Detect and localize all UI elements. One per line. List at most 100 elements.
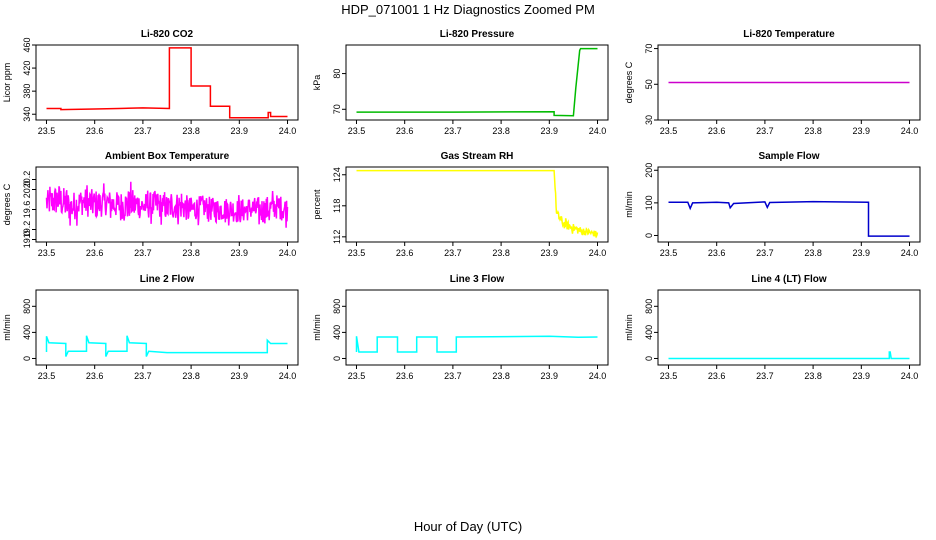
panel-title: Line 4 (LT) Flow bbox=[751, 274, 827, 285]
y-tick-label: 100 bbox=[644, 195, 654, 210]
y-axis-label: ml/min bbox=[624, 191, 634, 218]
x-tick-label: 23.8 bbox=[182, 371, 200, 381]
x-tick-label: 23.8 bbox=[492, 126, 510, 136]
x-tick-label: 23.5 bbox=[660, 126, 678, 136]
x-tick-label: 23.9 bbox=[541, 371, 559, 381]
panel-li-820-temperature: Li-820 Temperature 23.5 23.6 23.7 23.8 23.9 24… bbox=[624, 29, 921, 136]
plot-frame bbox=[345, 44, 609, 121]
y-tick-label: 80 bbox=[332, 69, 342, 79]
x-tick-label: 23.6 bbox=[708, 126, 726, 136]
y-tick-label: 800 bbox=[22, 299, 32, 314]
panel-title: Ambient Box Temperature bbox=[105, 151, 230, 162]
y-tick-label: 800 bbox=[332, 299, 342, 314]
panel-title: Li-820 Temperature bbox=[743, 29, 835, 40]
panel-title: Sample Flow bbox=[758, 151, 819, 162]
y-tick-label: 124 bbox=[332, 167, 342, 182]
y-tick-label: 30 bbox=[644, 115, 654, 125]
x-tick-label: 23.9 bbox=[231, 126, 249, 136]
plot-frame bbox=[345, 166, 609, 243]
y-axis-label: degrees C bbox=[624, 61, 634, 103]
figure-x-axis-label: Hour of Day (UTC) bbox=[414, 519, 522, 534]
x-tick-label: 23.9 bbox=[231, 248, 249, 258]
y-axis-label: kPa bbox=[312, 75, 322, 91]
x-tick-label: 23.7 bbox=[134, 126, 152, 136]
x-tick-label: 23.8 bbox=[182, 248, 200, 258]
x-tick-label: 23.7 bbox=[134, 248, 152, 258]
x-tick-label: 23.7 bbox=[444, 371, 462, 381]
x-tick-label: 23.9 bbox=[853, 371, 871, 381]
x-tick-label: 23.5 bbox=[348, 248, 366, 258]
figure-title: HDP_071001 1 Hz Diagnostics Zoomed PM bbox=[341, 2, 595, 17]
y-tick-label: 800 bbox=[644, 299, 654, 314]
x-tick-label: 23.8 bbox=[182, 126, 200, 136]
y-axis-label: percent bbox=[312, 189, 322, 220]
x-tick-label: 23.5 bbox=[38, 371, 56, 381]
series-line-gas-stream-rh bbox=[356, 169, 599, 239]
y-tick-label: 420 bbox=[22, 61, 32, 76]
panel-title: Li-820 Pressure bbox=[440, 29, 515, 40]
x-tick-label: 23.9 bbox=[853, 248, 871, 258]
x-tick-label: 23.8 bbox=[804, 371, 822, 381]
x-tick-label: 23.5 bbox=[660, 371, 678, 381]
x-tick-label: 23.7 bbox=[444, 126, 462, 136]
x-tick-label: 24.0 bbox=[901, 126, 919, 136]
x-tick-label: 23.7 bbox=[756, 248, 774, 258]
x-tick-label: 24.0 bbox=[901, 371, 919, 381]
y-tick-label: 118 bbox=[332, 199, 342, 213]
panel-line-3-flow: Line 3 Flow 23.5 23.6 23.7 23.8 23.9 24.0 0 400 8… bbox=[312, 274, 609, 381]
series-line-ambient-box-temperature bbox=[45, 181, 289, 228]
series-line-sample-flow bbox=[668, 200, 910, 237]
panel-title: Line 2 Flow bbox=[140, 274, 195, 285]
y-axis-label: ml/min bbox=[312, 314, 322, 341]
x-tick-label: 23.9 bbox=[541, 126, 559, 136]
x-tick-label: 23.6 bbox=[396, 371, 414, 381]
x-tick-label: 24.0 bbox=[901, 248, 919, 258]
y-axis-label: ml/min bbox=[2, 314, 12, 341]
y-tick-label: 400 bbox=[644, 325, 654, 340]
x-tick-label: 23.8 bbox=[804, 126, 822, 136]
y-tick-label: 112 bbox=[332, 230, 342, 244]
plot-frame bbox=[35, 44, 299, 121]
y-tick-label: 340 bbox=[22, 107, 32, 122]
x-tick-label: 23.5 bbox=[348, 126, 366, 136]
x-tick-label: 23.7 bbox=[444, 248, 462, 258]
y-tick-label: 400 bbox=[332, 325, 342, 340]
series-line-li-820-co2 bbox=[46, 47, 288, 119]
y-tick-label: 20.2 bbox=[22, 171, 32, 189]
x-tick-label: 23.8 bbox=[492, 248, 510, 258]
panel-ambient-box-temperature: Ambient Box Temperature 23.5 23.6 23.7 23.8 2… bbox=[2, 151, 299, 258]
x-tick-label: 23.5 bbox=[38, 126, 56, 136]
series-line-line-3-flow bbox=[355, 335, 598, 353]
y-tick-label: 400 bbox=[22, 325, 32, 340]
y-tick-label: 0 bbox=[22, 356, 32, 361]
series-line-line-2-flow bbox=[45, 335, 288, 357]
y-axis-label: degrees C bbox=[2, 183, 12, 225]
x-tick-label: 24.0 bbox=[279, 126, 297, 136]
y-tick-label: 70 bbox=[332, 104, 342, 114]
x-tick-label: 23.6 bbox=[86, 248, 104, 258]
panel-line-4-lt-flow: Line 4 (LT) Flow 23.5 23.6 23.7 23.8 23.9 24.0… bbox=[624, 274, 921, 381]
y-tick-label: 19.2 bbox=[22, 221, 32, 239]
y-tick-label: 380 bbox=[22, 84, 32, 99]
x-tick-label: 23.9 bbox=[541, 248, 559, 258]
x-tick-label: 23.6 bbox=[708, 371, 726, 381]
x-tick-label: 23.6 bbox=[86, 126, 104, 136]
plot-frame bbox=[657, 166, 921, 243]
panel-title: Li-820 CO2 bbox=[141, 29, 194, 40]
x-tick-label: 23.7 bbox=[756, 371, 774, 381]
x-tick-label: 23.6 bbox=[86, 371, 104, 381]
series-line-li-820-pressure bbox=[356, 47, 598, 117]
y-axis-label: Licor ppm bbox=[2, 63, 12, 103]
x-tick-label: 24.0 bbox=[589, 248, 607, 258]
y-tick-label: 200 bbox=[644, 163, 654, 178]
panel-li-820-pressure: Li-820 Pressure 23.5 23.6 23.7 23.8 23.9 24.0 7… bbox=[312, 29, 609, 136]
x-tick-label: 23.9 bbox=[853, 126, 871, 136]
panel-grid: Li-820 CO2 23.5 23.6 23.7 23.8 23.9 24.0 340 380… bbox=[2, 29, 921, 381]
plot-frame bbox=[35, 166, 299, 243]
y-tick-label: 70 bbox=[644, 44, 654, 54]
y-tick-label: 19.6 bbox=[22, 201, 32, 219]
x-tick-label: 23.8 bbox=[492, 371, 510, 381]
y-tick-label: 460 bbox=[22, 37, 32, 52]
panel-title: Line 3 Flow bbox=[450, 274, 505, 285]
x-tick-label: 23.6 bbox=[396, 248, 414, 258]
